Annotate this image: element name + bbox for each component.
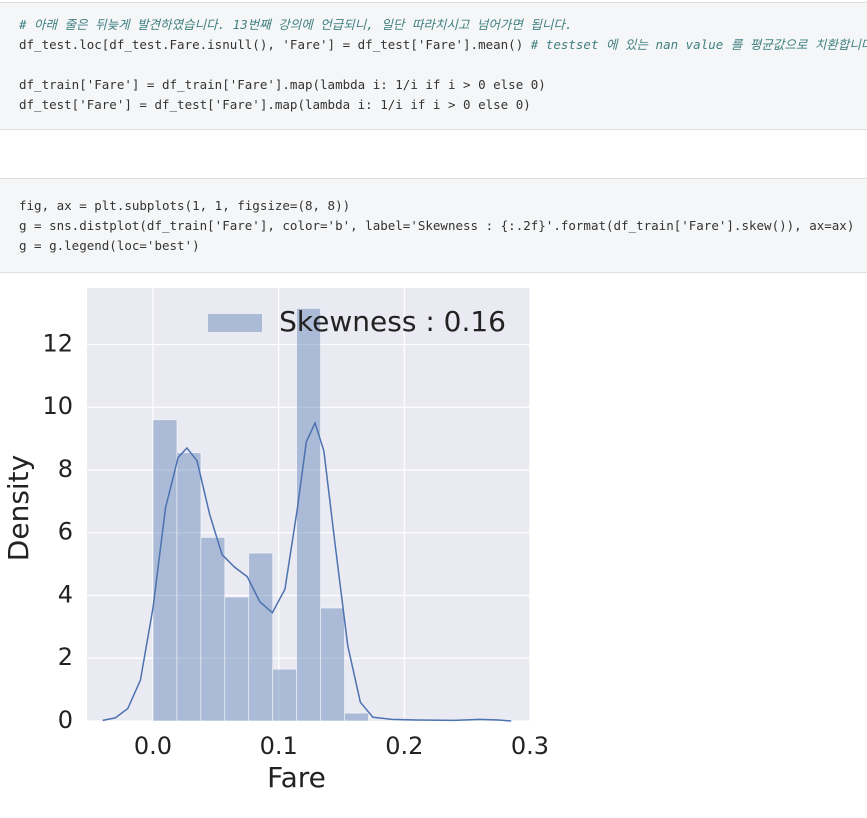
- code-text: df_test.loc[df_test.Fare.isnull(), 'Fare…: [19, 37, 531, 52]
- code-comment: # testset 에 있는 nan value 를 평균값으로 치환합니다.: [530, 37, 867, 52]
- histogram-bar: [368, 719, 393, 722]
- kde-line: [102, 420, 512, 722]
- x-tick-label: 0.3: [511, 732, 549, 760]
- plot-area: [87, 288, 530, 721]
- y-tick-label: 2: [58, 643, 73, 671]
- y-tick-label: 4: [58, 580, 73, 608]
- y-tick-label: 0: [58, 706, 73, 734]
- y-tick-label: 8: [58, 455, 73, 483]
- code-line: g = g.legend(loc='best'): [19, 236, 867, 256]
- y-tick-label: 10: [42, 392, 73, 420]
- histogram-bar: [296, 307, 321, 722]
- code-line: fig, ax = plt.subplots(1, 1, figsize=(8,…: [19, 196, 867, 216]
- code-line: df_test.loc[df_test.Fare.isnull(), 'Fare…: [19, 35, 867, 55]
- code-text: g = g.legend(loc='best'): [19, 238, 200, 253]
- code-comment: # 아래 줄은 뒤늦게 발견하였습니다. 13번째 강의에 언급되니, 일단 따…: [19, 17, 573, 32]
- y-tick-label: 6: [58, 518, 73, 546]
- legend-label: Skewness : 0.16: [279, 305, 506, 338]
- code-line: df_train['Fare'] = df_train['Fare'].map(…: [19, 75, 867, 95]
- code-text: df_test['Fare'] = df_test['Fare'].map(la…: [19, 97, 531, 112]
- code-cell[interactable]: fig, ax = plt.subplots(1, 1, figsize=(8,…: [0, 178, 867, 273]
- histogram-bar: [320, 607, 345, 722]
- histogram-bar: [200, 537, 226, 722]
- y-tick-label: 12: [42, 329, 73, 357]
- histogram-bar: [344, 712, 369, 722]
- x-tick-label: 0.2: [385, 732, 423, 760]
- code-line: df_test['Fare'] = df_test['Fare'].map(la…: [19, 95, 867, 115]
- code-text: df_train['Fare'] = df_train['Fare'].map(…: [19, 77, 546, 92]
- x-tick-label: 0.1: [260, 732, 298, 760]
- histogram-bar: [248, 552, 274, 722]
- code-line: # 아래 줄은 뒤늦게 발견하였습니다. 13번째 강의에 언급되니, 일단 따…: [19, 15, 867, 35]
- x-axis-label: Fare: [267, 761, 326, 794]
- legend-patch: [208, 314, 262, 332]
- histogram-bar: [272, 668, 298, 722]
- y-axis-label: Density: [2, 455, 35, 561]
- code-text: g = sns.distplot(df_train['Fare'], color…: [19, 218, 855, 233]
- histogram-bar: [176, 452, 202, 722]
- code-text: fig, ax = plt.subplots(1, 1, figsize=(8,…: [19, 198, 351, 213]
- code-cell[interactable]: # 아래 줄은 뒤늦게 발견하였습니다. 13번째 강의에 언급되니, 일단 따…: [0, 2, 867, 130]
- code-line: g = sns.distplot(df_train['Fare'], color…: [19, 216, 867, 236]
- histogram-bar: [152, 419, 178, 722]
- histogram-bar: [224, 596, 250, 722]
- x-tick-label: 0.0: [134, 732, 172, 760]
